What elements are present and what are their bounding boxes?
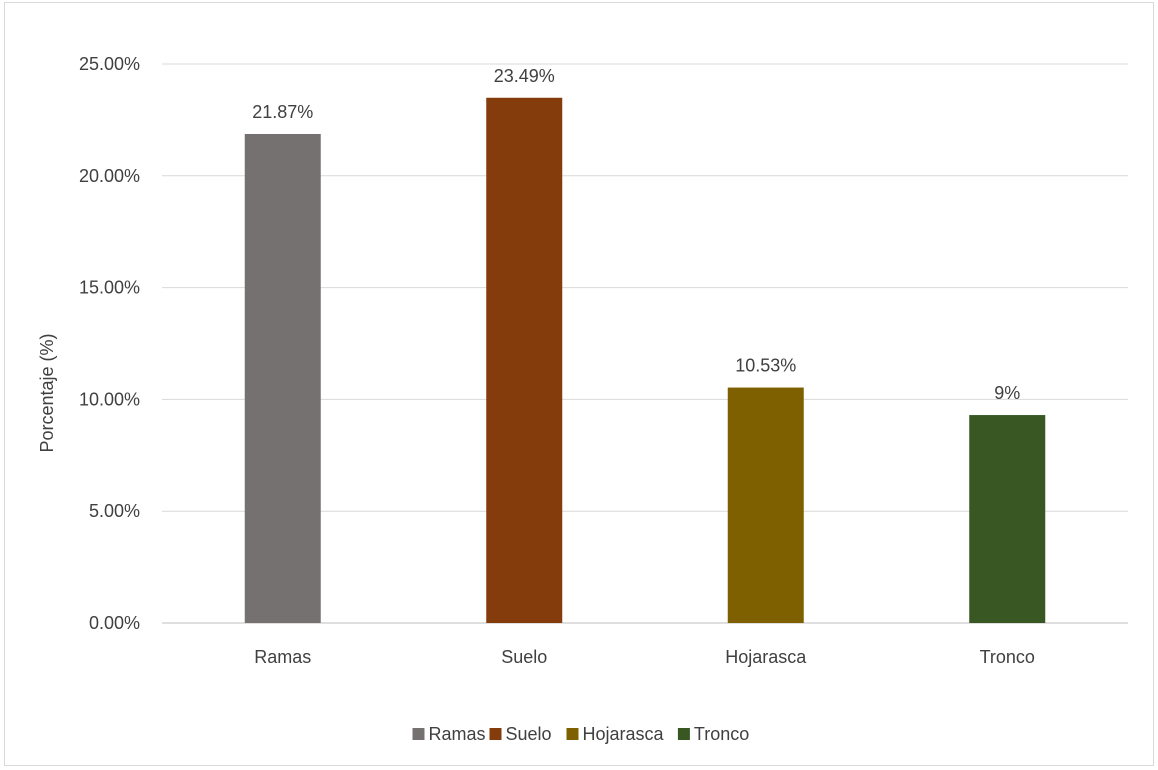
x-tick-label: Suelo (501, 647, 547, 667)
legend-label-hojarasca: Hojarasca (583, 724, 665, 744)
legend-swatch-ramas (412, 728, 425, 740)
y-tick-label: 0.00% (89, 613, 140, 633)
data-label-hojarasca: 10.53% (735, 356, 796, 376)
y-tick-label: 5.00% (89, 501, 140, 521)
y-tick-label: 10.00% (79, 389, 140, 409)
x-tick-label: Tronco (980, 647, 1035, 667)
legend-label-ramas: Ramas (429, 724, 486, 744)
data-label-tronco: 9% (994, 383, 1020, 403)
x-axis-tick-labels: Ramas Suelo Hojarasca Tronco (254, 647, 1035, 667)
bars (244, 97, 1046, 623)
legend-label-suelo: Suelo (506, 724, 552, 744)
legend-swatch-suelo (489, 728, 502, 740)
gridlines (162, 63, 1128, 624)
chart-frame (4, 2, 1154, 766)
bar-suelo (486, 97, 563, 623)
legend-swatch-hojarasca (566, 728, 579, 740)
bar-ramas (244, 133, 321, 623)
bar-hojarasca (727, 387, 804, 623)
y-tick-label: 20.00% (79, 166, 140, 186)
legend-swatch-tronco (677, 728, 690, 740)
data-label-ramas: 21.87% (252, 102, 313, 122)
y-axis-tick-labels: 0.00% 5.00% 10.00% 15.00% 20.00% 25.00% (79, 54, 140, 633)
bar-tronco (969, 415, 1046, 623)
y-tick-label: 15.00% (79, 278, 140, 298)
x-tick-label: Ramas (254, 647, 311, 667)
data-labels: 21.87% 23.49% 10.53% 9% (252, 66, 1020, 403)
x-tick-label: Hojarasca (725, 647, 807, 667)
y-axis-title: Porcentaje (%) (37, 333, 57, 452)
legend: Ramas Suelo Hojarasca Tronco (412, 724, 749, 744)
y-tick-label: 25.00% (79, 54, 140, 74)
data-label-suelo: 23.49% (494, 66, 555, 86)
legend-label-tronco: Tronco (694, 724, 749, 744)
